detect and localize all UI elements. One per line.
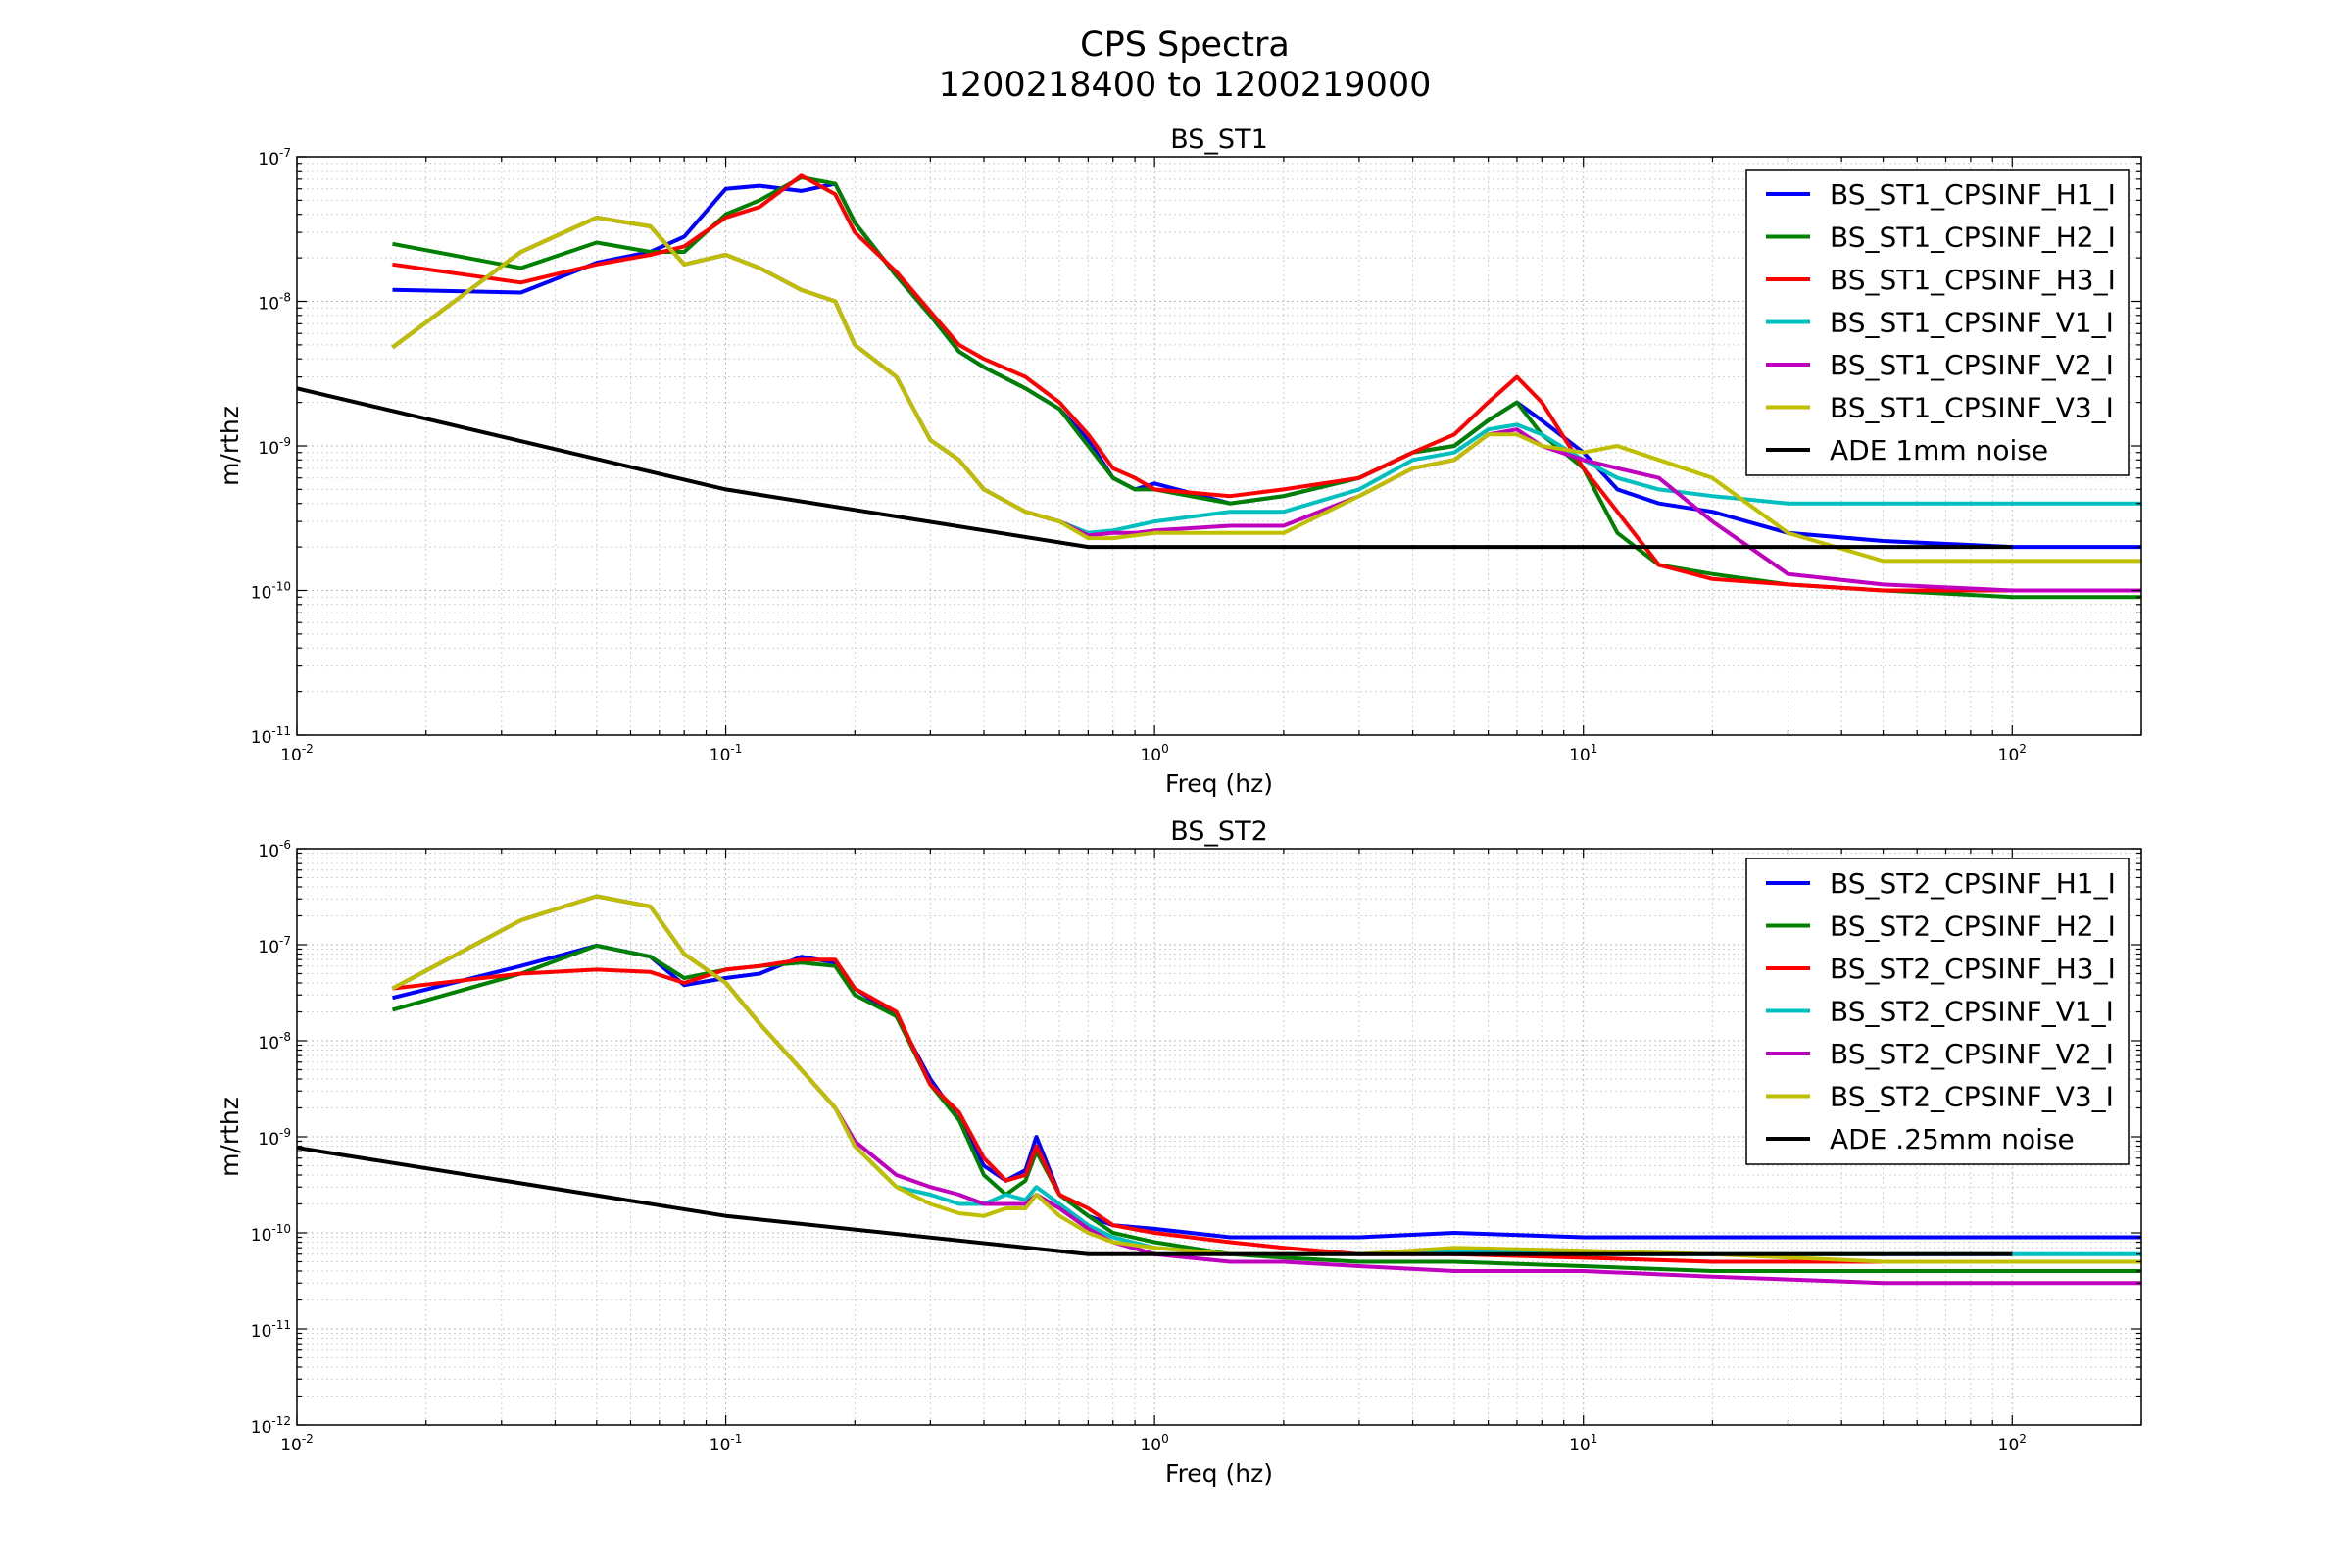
y-tick-label: 10-7 [258, 934, 291, 957]
x-tick-label: 100 [1140, 1432, 1168, 1455]
legend-label: BS_ST1_CPSINF_V2_I [1830, 349, 2114, 381]
series-line-bs-st1-cpsinf-h2-i [392, 175, 2141, 600]
y-tick-label: 10-10 [251, 580, 291, 604]
y-tick-label: 10-12 [251, 1414, 291, 1438]
series-line-ade-25mm-noise [297, 1146, 2013, 1256]
x-tick-label: 10-2 [280, 742, 314, 765]
series-line-bs-st1-cpsinf-h3-i [392, 173, 2141, 593]
legend: BS_ST2_CPSINF_H1_I BS_ST2_CPSINF_H2_I BS_S… [1745, 858, 2130, 1165]
series-group [297, 894, 2141, 1286]
legend-label: BS_ST2_CPSINF_H3_I [1830, 953, 2116, 985]
y-tick-label: 10-9 [258, 435, 291, 459]
y-tick-label: 10-8 [258, 1030, 291, 1054]
series-line-bs-st1-cpsinf-v3-i [391, 216, 2141, 564]
y-tick-label: 10-9 [258, 1126, 291, 1150]
x-tick-label: 10-2 [280, 1432, 314, 1455]
x-tick-label: 100 [1140, 742, 1168, 765]
y-tick-label: 10-7 [258, 146, 291, 170]
series-line-bs-st2-cpsinf-v3-i [391, 894, 2141, 1264]
y-tick-label: 10-6 [258, 838, 291, 861]
x-tick-label: 101 [1569, 1432, 1597, 1455]
legend-label: BS_ST1_CPSINF_H3_I [1830, 264, 2116, 296]
legend: BS_ST1_CPSINF_H1_I BS_ST1_CPSINF_H2_I BS_S… [1745, 169, 2130, 476]
y-tick-label: 10-11 [251, 1318, 291, 1342]
legend-label: BS_ST2_CPSINF_H2_I [1830, 910, 2116, 943]
x-axis-label: Freq (hz) [1165, 1459, 1273, 1488]
legend-label: BS_ST1_CPSINF_H1_I [1830, 178, 2116, 211]
legend-label: BS_ST1_CPSINF_H2_I [1830, 221, 2116, 254]
chart-panel-bs-st2: 10-2 10-1 100 101 102 10-12 10-11 10-10 10-9 10-8… [216, 816, 2142, 1488]
x-tick-label: 10-1 [710, 1432, 743, 1455]
y-tick-label: 10-11 [251, 724, 291, 748]
legend-label: BS_ST1_CPSINF_V1_I [1830, 307, 2114, 339]
ticks [296, 156, 2142, 736]
axes-title: BS_ST1 [1170, 124, 1268, 155]
series-line-ade-1mm-noise [297, 386, 2013, 550]
y-axis-label: m/rthz [216, 1097, 244, 1177]
ticks [296, 848, 2142, 1426]
x-tick-label: 102 [1998, 742, 2027, 765]
grid [296, 156, 2142, 736]
legend-label: BS_ST2_CPSINF_H1_I [1830, 867, 2116, 900]
legend-label: BS_ST1_CPSINF_V3_I [1830, 392, 2114, 424]
legend-label: BS_ST2_CPSINF_V2_I [1830, 1038, 2114, 1070]
x-axis-label: Freq (hz) [1165, 769, 1273, 798]
chart-panel-bs-st1: 10-2 10-1 100 101 102 10-11 10-10 10-9 10-8 10-7 B… [216, 124, 2142, 798]
y-tick-label: 10-8 [258, 291, 291, 315]
figure-title: CPS Spectra [1080, 25, 1290, 65]
axes-title: BS_ST2 [1170, 816, 1268, 847]
series-group [297, 173, 2141, 600]
legend-label: ADE 1mm noise [1830, 434, 2048, 466]
grid [296, 848, 2142, 1426]
y-tick-label: 10-10 [251, 1222, 291, 1246]
legend-label: BS_ST2_CPSINF_V1_I [1830, 996, 2114, 1028]
y-axis-label: m/rthz [216, 406, 244, 486]
x-tick-label: 101 [1569, 742, 1597, 765]
x-tick-label: 102 [1998, 1432, 2027, 1455]
figure-subtitle: 1200218400 to 1200219000 [939, 66, 1432, 105]
legend-label: ADE .25mm noise [1830, 1123, 2075, 1155]
x-tick-label: 10-1 [710, 742, 743, 765]
legend-label: BS_ST2_CPSINF_V3_I [1830, 1081, 2114, 1113]
